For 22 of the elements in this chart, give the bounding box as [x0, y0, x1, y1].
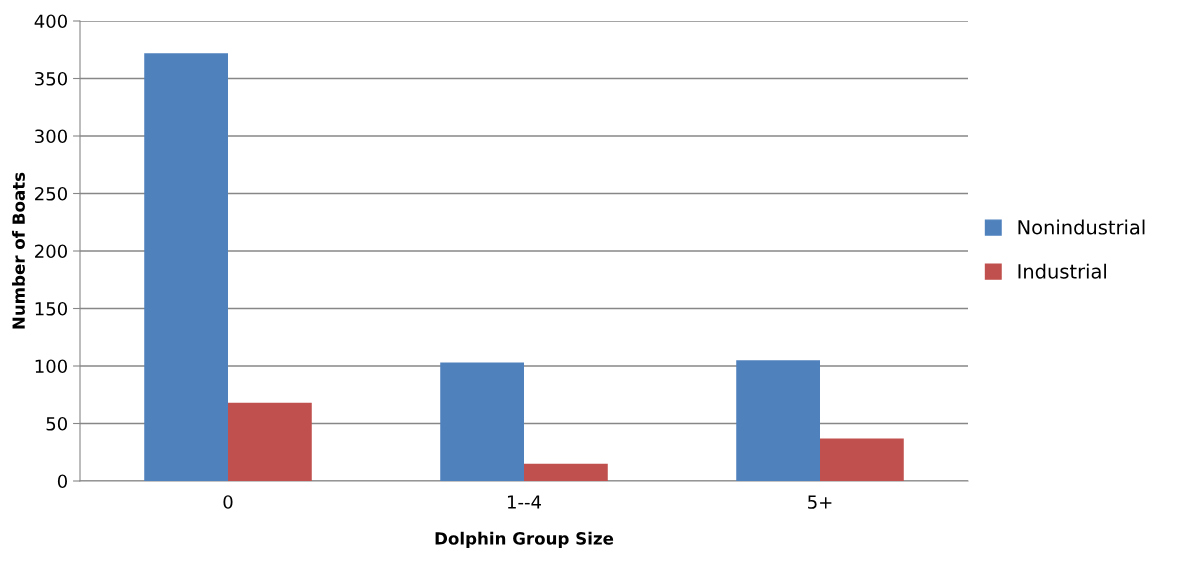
bar — [440, 362, 524, 481]
bar — [736, 360, 820, 481]
y-tick-label: 200 — [35, 244, 67, 259]
x-axis-title: Dolphin Group Size — [435, 531, 614, 548]
bar — [524, 463, 608, 481]
bar — [144, 53, 228, 481]
x-tick-label: 1--4 — [507, 495, 541, 509]
bar — [820, 438, 904, 481]
legend-label: Industrial — [1018, 263, 1106, 279]
y-tick-label: 250 — [35, 186, 67, 201]
y-axis-title: Number of Boats — [12, 172, 25, 329]
x-tick-label: 5+ — [808, 495, 832, 509]
y-tick-label: 350 — [35, 71, 67, 86]
y-tick-label: 400 — [34, 14, 67, 29]
y-tick-label: 50 — [46, 416, 67, 431]
bar — [228, 402, 312, 481]
y-tick-label: 100 — [35, 359, 67, 374]
legend-label: Nonindustrial — [1018, 219, 1145, 235]
y-tick-label: 0 — [57, 474, 67, 489]
x-tick-label: 0 — [223, 495, 233, 509]
y-tick-label: 150 — [35, 301, 67, 316]
y-tick-label: 300 — [35, 129, 67, 144]
